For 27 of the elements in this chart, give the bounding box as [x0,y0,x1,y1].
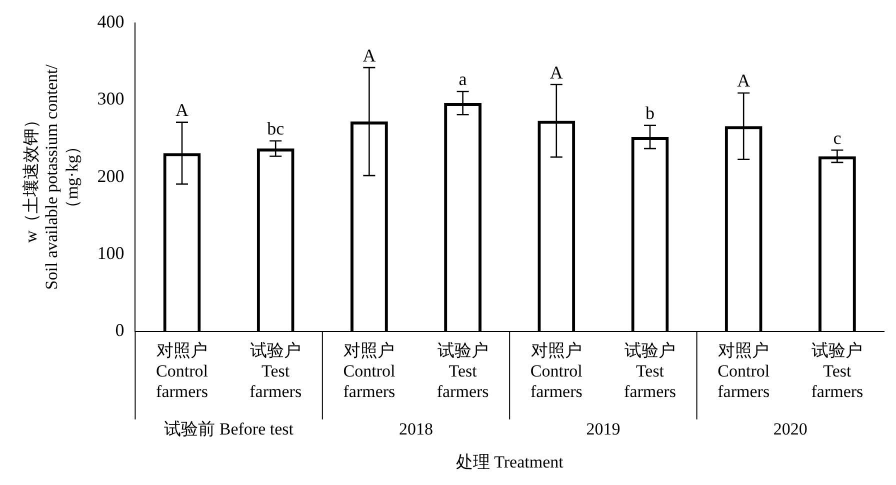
y-tick-label: 300 [97,88,124,109]
data-label: A [176,100,188,120]
x-tick-label: 试验户 Test farmers [811,341,864,401]
y-tick-label: 400 [97,12,124,32]
data-label: A [737,70,750,91]
x-axis-title: 处理 Treatment [456,452,564,472]
y-tick-label: 200 [97,166,124,186]
y-tick-label: 100 [97,242,124,263]
x-tick-label: 试验户 Test farmers [624,341,676,401]
x-tick-label: 对照户 Control farmers [718,341,770,401]
data-label: A [362,45,376,66]
text: 2020 [773,419,808,438]
data-label: a [458,69,467,90]
text: 试验前 Before test [164,419,294,438]
y-tick-label: 0 [115,320,124,340]
data-label: A [550,62,563,82]
data-label: bc [267,118,284,139]
x-tick-label: 试验户 Test farmers [436,341,489,401]
x-tick-label: 试验户 Test farmers [250,341,302,401]
x-tick-label: 对照户 Control farmers [343,341,396,401]
text: 2019 [586,419,620,438]
y-axis-title: w（土壤速效钾） Soil available potassium content/ （mg·kg） [22,64,82,290]
data-label: c [833,128,842,148]
x-tick-label: 对照户 Control farmers [530,341,583,401]
x-tick-label: 对照户 Control farmers [156,341,208,401]
data-label: b [646,103,654,124]
text: 2018 [399,419,433,438]
